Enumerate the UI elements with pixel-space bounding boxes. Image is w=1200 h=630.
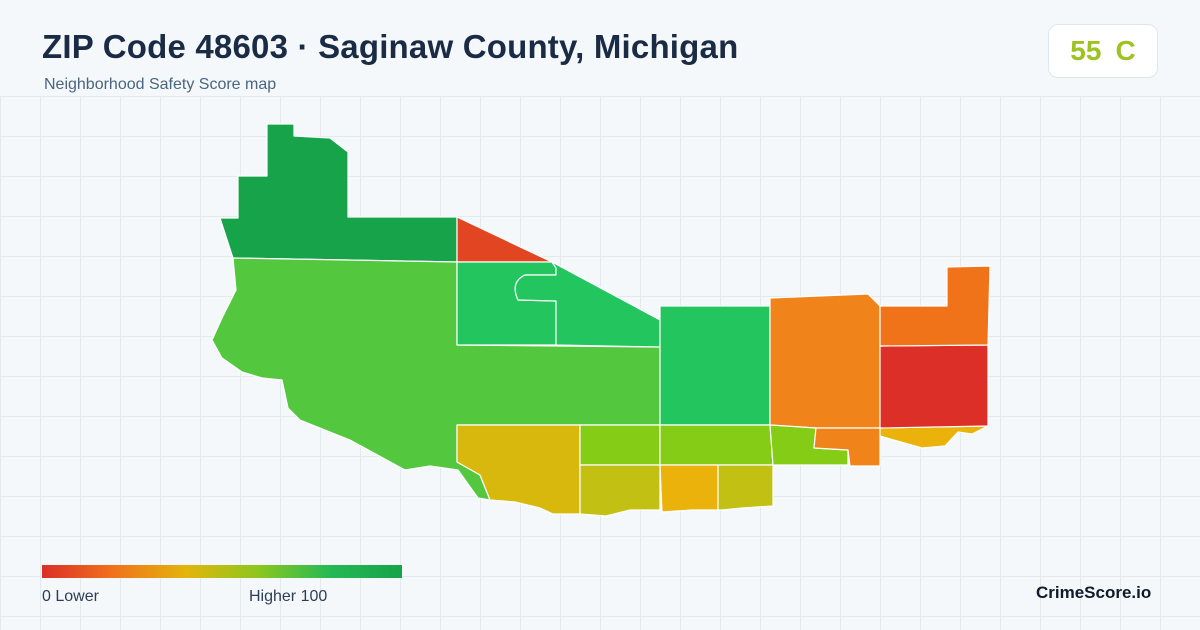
map-tract-far-east-red[interactable] [879,344,989,429]
map-tract-east-a[interactable] [769,293,881,429]
map-tract-far-east-orange[interactable] [879,265,991,347]
map-tract-central-north-b[interactable] [514,261,661,348]
map-tract-south-central-a[interactable] [579,424,661,466]
legend-max-label: Higher 100 [249,588,328,605]
map-tract-north-wedge[interactable] [456,216,553,263]
score-badge: 55 C [1048,24,1158,78]
map-tract-south-olive-a[interactable] [579,464,661,517]
brand-logo-text[interactable]: CrimeScore.io [1036,583,1152,602]
map-tract-south-amber[interactable] [659,464,719,513]
map-tract-central[interactable] [659,299,771,426]
score-grade: C [1115,35,1136,66]
page-title: ZIP Code 48603 · Saginaw County, Michiga… [42,28,739,65]
map-tract-south-central-b[interactable] [659,424,774,466]
map-tract-southwest[interactable] [456,424,581,515]
map-tract-far-east-amber[interactable] [879,425,989,449]
map-tract-south-olive-b[interactable] [717,464,774,511]
page-subtitle: Neighborhood Safety Score map [44,76,277,93]
score-value: 55 [1070,35,1102,66]
legend-min-label: 0 Lower [42,588,99,605]
map-tract-north[interactable] [219,123,458,263]
legend-gradient-bar [42,565,402,578]
header-band [0,0,1200,96]
